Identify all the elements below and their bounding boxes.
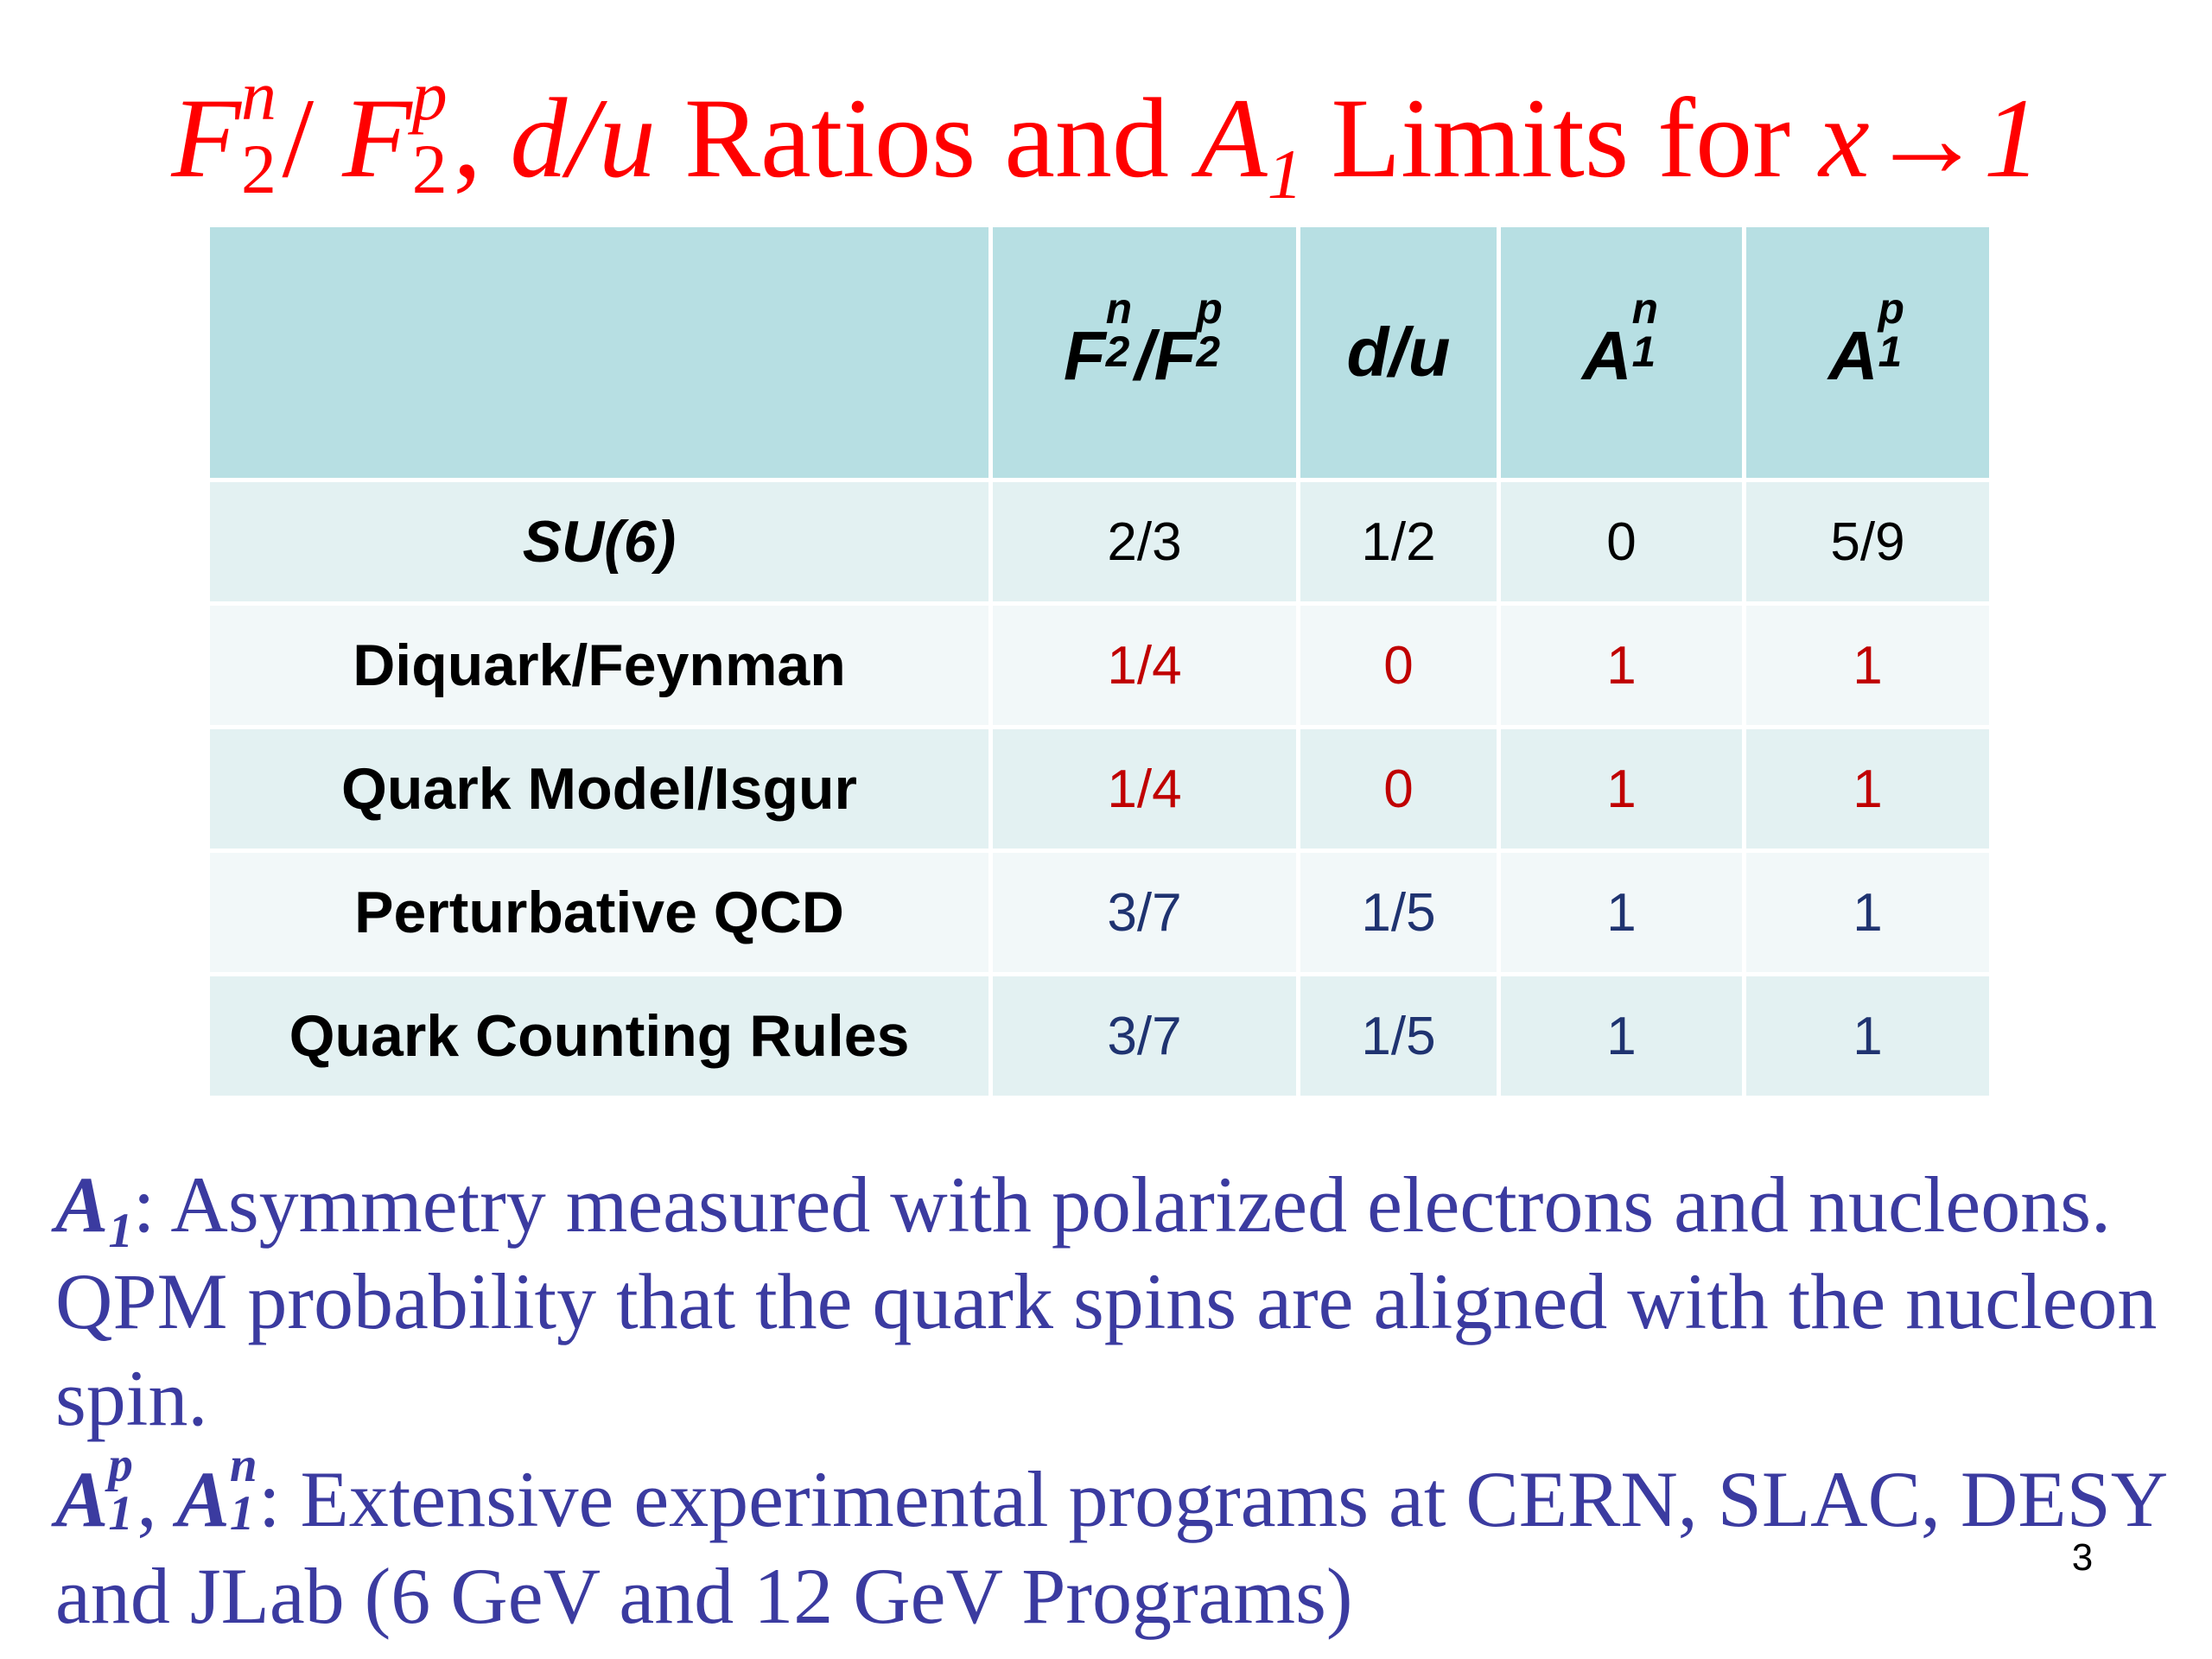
cell-f2-ratio: 3/7 <box>988 972 1300 1100</box>
cell-f2-ratio: 1/4 <box>988 725 1300 853</box>
cell-du: 1/5 <box>1296 972 1501 1100</box>
cell-du: 1/2 <box>1296 478 1501 606</box>
header-empty <box>206 223 993 482</box>
cell-f2-ratio: 1/4 <box>988 601 1300 729</box>
note-a1-definition: A1: Asymmetry measured with polarized el… <box>55 1160 2158 1442</box>
table-row: Quark Counting Rules 3/7 1/5 1 1 <box>206 972 1993 1100</box>
row-label-quark-model: Quark Model/Isgur <box>206 725 993 853</box>
cell-a1n: 1 <box>1497 601 1746 729</box>
table-row: Diquark/Feynman 1/4 0 1 1 <box>206 601 1993 729</box>
cell-f2-ratio: 3/7 <box>988 849 1300 976</box>
cell-du: 0 <box>1296 725 1501 853</box>
page-number: 3 <box>2071 1536 2094 1579</box>
cell-du: 0 <box>1296 601 1501 729</box>
row-label-pqcd: Perturbative QCD <box>206 849 993 976</box>
row-label-su6: SU(6) <box>206 478 993 606</box>
notes-block: A1: Asymmetry measured with polarized el… <box>55 1156 2198 1644</box>
header-du: d/u <box>1296 223 1501 482</box>
table-row: SU(6) 2/3 1/2 0 5/9 <box>206 478 1993 606</box>
row-label-diquark: Diquark/Feynman <box>206 601 993 729</box>
cell-du: 1/5 <box>1296 849 1501 976</box>
cell-a1p: 5/9 <box>1742 478 1993 606</box>
cell-a1p: 1 <box>1742 725 1993 853</box>
cell-a1n: 0 <box>1497 478 1746 606</box>
cell-a1n: 1 <box>1497 849 1746 976</box>
cell-f2-ratio: 2/3 <box>988 478 1300 606</box>
table-row: Perturbative QCD 3/7 1/5 1 1 <box>206 849 1993 976</box>
cell-a1p: 1 <box>1742 972 1993 1100</box>
cell-a1n: 1 <box>1497 972 1746 1100</box>
cell-a1p: 1 <box>1742 601 1993 729</box>
row-label-counting-rules: Quark Counting Rules <box>206 972 993 1100</box>
table-row: Quark Model/Isgur 1/4 0 1 1 <box>206 725 1993 853</box>
cell-a1n: 1 <box>1497 725 1746 853</box>
cell-a1p: 1 <box>1742 849 1993 976</box>
